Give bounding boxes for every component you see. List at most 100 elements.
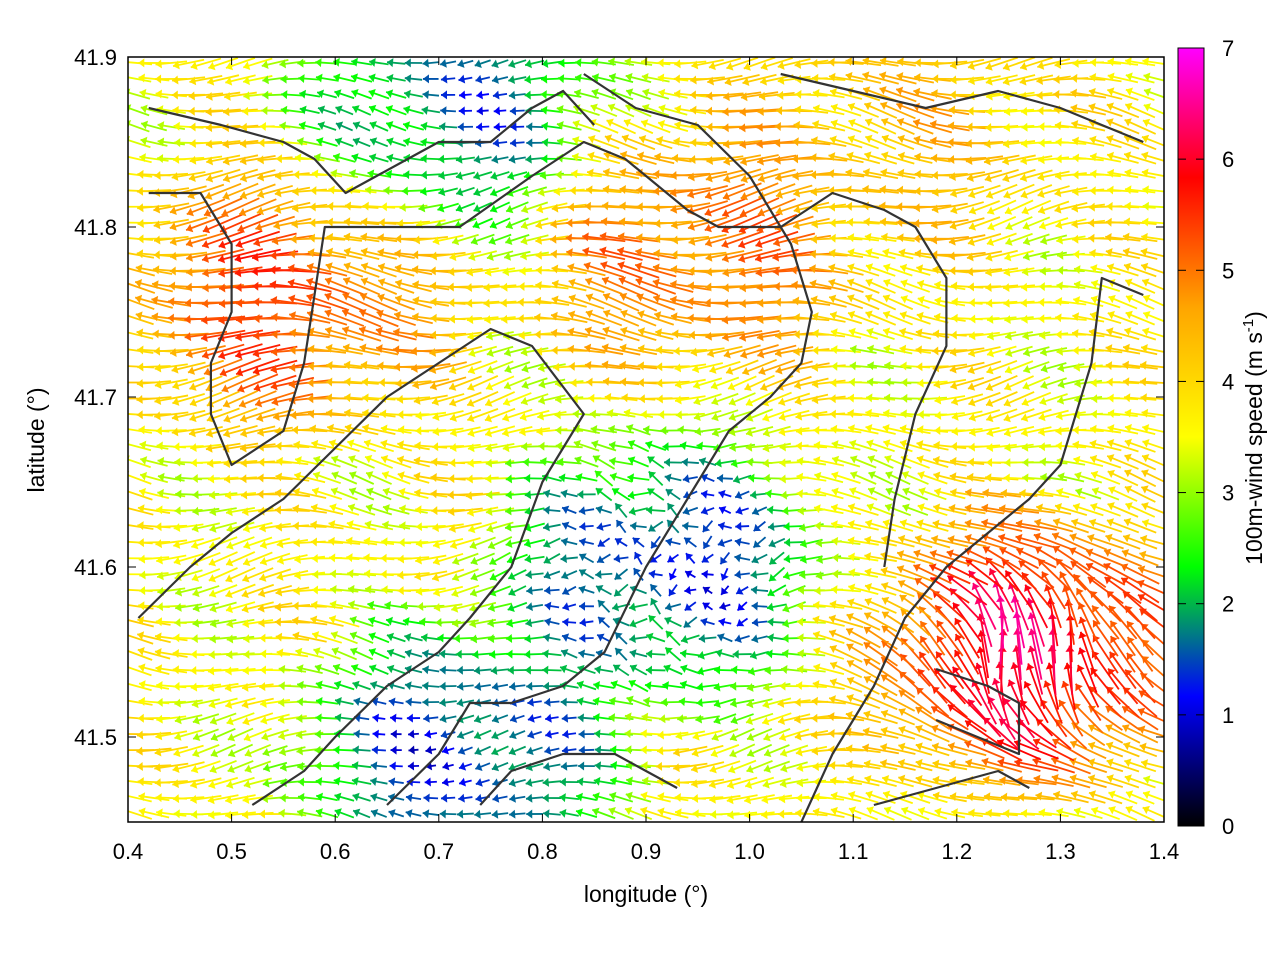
wind-arrow-head: [1039, 266, 1047, 276]
wind-arrow-head: [119, 729, 125, 738]
wind-arrow-head: [1126, 652, 1135, 661]
wind-arrow-head: [155, 664, 163, 674]
wind-arrow-head: [727, 810, 734, 820]
wind-arrow-head: [1018, 792, 1025, 802]
wind-arrow-head: [137, 713, 144, 723]
wind-arrow-head: [414, 488, 421, 498]
wind-arrow-head: [831, 345, 838, 355]
wind-arrow-head: [948, 503, 956, 513]
wind-arrow-head: [936, 651, 944, 660]
wind-arrow-head: [633, 552, 642, 560]
wind-arrow: [897, 580, 933, 601]
wind-arrow-head: [487, 618, 495, 628]
wind-arrow-head: [414, 571, 422, 581]
wind-arrow-head: [535, 265, 542, 275]
wind-arrow-head: [543, 681, 550, 691]
wind-arrow-head: [208, 574, 217, 583]
wind-arrow-head: [244, 748, 253, 758]
wind-arrow-head: [672, 329, 679, 339]
wind-arrow-head: [782, 619, 790, 628]
wind-arrow: [998, 521, 1040, 532]
wind-arrow-head: [846, 760, 853, 769]
wind-arrow-head: [670, 171, 677, 181]
wind-arrow-head: [402, 617, 410, 626]
wind-arrow-head: [381, 537, 388, 547]
wind-arrow-head: [291, 219, 298, 229]
wind-arrow-head: [1088, 202, 1095, 212]
wind-arrow: [128, 507, 154, 516]
wind-arrow-head: [1003, 698, 1011, 706]
wind-arrow-head: [690, 347, 698, 357]
wind-arrow-head: [1033, 532, 1041, 542]
wind-arrow-head: [535, 281, 542, 290]
wind-arrow-head: [1052, 738, 1060, 747]
wind-arrow-head: [916, 362, 923, 372]
wind-arrow-head: [561, 648, 569, 658]
wind-arrow-head: [326, 232, 334, 242]
wind-arrow-head: [405, 793, 413, 803]
wind-arrow-head: [361, 217, 368, 227]
wind-arrow-head: [209, 589, 217, 598]
wind-arrow-head: [609, 729, 616, 739]
wind-arrow-head: [508, 587, 516, 596]
wind-arrow-head: [719, 506, 727, 515]
wind-arrow-head: [915, 345, 922, 355]
wind-arrow-head: [558, 473, 566, 483]
wind-arrow-head: [692, 809, 699, 819]
wind-arrow-head: [524, 554, 532, 564]
wind-arrow-head: [154, 648, 162, 657]
wind-arrow-head: [687, 281, 695, 291]
wind-arrow-head: [1143, 775, 1151, 784]
wind-arrow-head: [782, 588, 791, 597]
wind-arrow-head: [352, 680, 360, 690]
wind-arrow-head: [1142, 217, 1149, 227]
wind-arrow: [1053, 792, 1089, 804]
wind-arrow-head: [450, 540, 458, 550]
wind-arrow-head: [173, 442, 180, 452]
wind-arrow-head: [898, 579, 906, 588]
wind-arrow-head: [797, 664, 804, 674]
wind-arrow-head: [680, 664, 688, 673]
wind-arrow-head: [296, 746, 303, 756]
wind-arrow-head: [602, 376, 610, 386]
wind-arrow-head: [609, 696, 616, 706]
wind-arrow-head: [240, 474, 247, 484]
wind-arrow-head: [677, 714, 684, 724]
wind-arrow-head: [1075, 487, 1083, 497]
wind-arrow-head: [170, 348, 177, 357]
wind-arrow: [976, 662, 993, 710]
wind-arrow-head: [718, 489, 726, 499]
wind-arrow-head: [370, 777, 378, 786]
wind-arrow-head: [260, 649, 267, 659]
wind-arrow-head: [400, 601, 408, 611]
wind-arrow-head: [1041, 571, 1050, 580]
wind-arrow-head: [226, 716, 234, 726]
wind-arrow: [1121, 705, 1159, 731]
wind-arrow-head: [297, 808, 304, 818]
wind-arrow-head: [915, 758, 923, 768]
wind-arrow-head: [691, 748, 699, 758]
wind-arrow-head: [1056, 346, 1063, 356]
wind-arrow-head: [727, 780, 735, 790]
wind-arrow-head: [812, 762, 819, 772]
wind-arrow: [919, 620, 946, 656]
wind-arrow-head: [121, 696, 128, 705]
wind-arrow-head: [173, 523, 181, 533]
wind-arrow: [1066, 599, 1075, 645]
wind-arrow-head: [967, 472, 974, 482]
wind-arrow-head: [882, 775, 890, 784]
wind-arrow: [862, 729, 899, 739]
wind-arrow-head: [1138, 725, 1146, 735]
wind-arrow-head: [154, 763, 161, 773]
wind-arrow-head: [311, 585, 319, 595]
wind-arrow-head: [917, 410, 924, 420]
wind-arrow-head: [846, 613, 854, 622]
wind-arrow-head: [201, 299, 209, 309]
wind-arrow-head: [334, 713, 342, 723]
wind-arrow-head: [335, 697, 342, 706]
wind-arrow-head: [184, 314, 191, 324]
wind-arrow-head: [671, 235, 679, 245]
wind-arrow-head: [845, 201, 853, 211]
wind-arrow-head: [235, 298, 243, 308]
wind-arrow-head: [259, 573, 267, 582]
